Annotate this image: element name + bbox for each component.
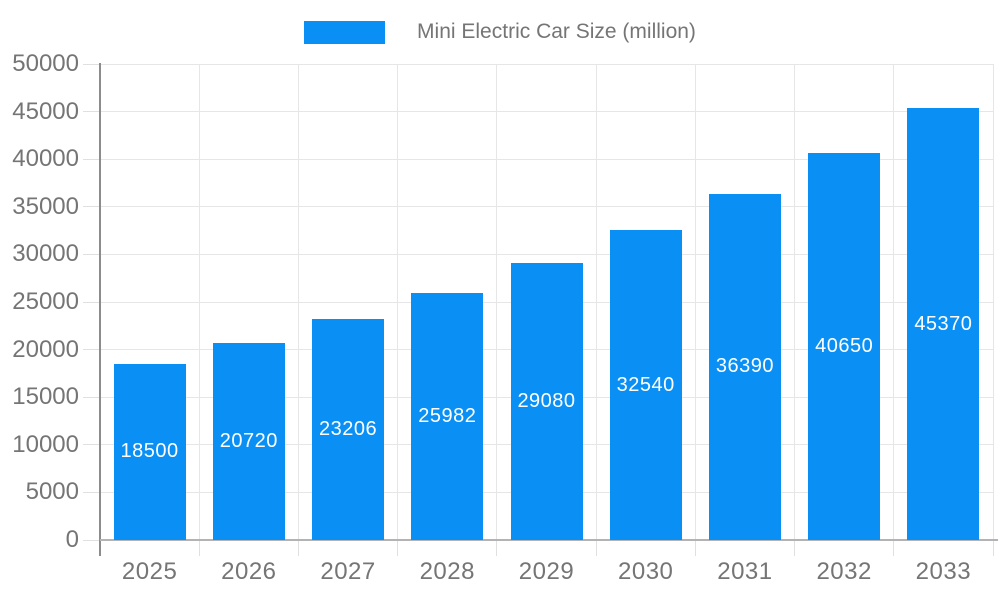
y-axis-tick-label: 0: [65, 526, 79, 553]
x-axis-tick: [496, 541, 498, 556]
y-axis-tick: [83, 253, 100, 255]
y-axis-tick-label: 45000: [12, 97, 79, 125]
bar-value-label: 23206: [318, 418, 378, 441]
x-axis-tick: [397, 541, 399, 556]
x-axis-tick-label: 2033: [915, 558, 972, 585]
bar-value-label: 29080: [517, 390, 576, 413]
x-axis-tick-label: 2031: [717, 558, 773, 585]
x-axis-tick: [893, 541, 895, 556]
bar-value-label: 20720: [219, 429, 278, 452]
y-axis-tick-label: 50000: [12, 50, 79, 77]
y-axis-tick-label: 35000: [12, 192, 79, 220]
gridline-vertical: [496, 64, 498, 540]
y-axis-tick-label: 25000: [12, 288, 79, 315]
gridline-vertical: [595, 64, 597, 540]
gridline-vertical: [198, 64, 200, 540]
y-axis-tick-label: 5000: [25, 478, 79, 506]
bar: 32540: [609, 230, 682, 540]
legend-label: Mini Electric Car Size (million): [417, 20, 696, 43]
y-axis-tick-label: 15000: [12, 383, 79, 411]
gridline-vertical: [794, 64, 796, 540]
gridline-horizontal: [100, 111, 993, 113]
bar: 25982: [411, 292, 484, 540]
x-axis-tick: [198, 541, 200, 556]
x-axis-tick-label: 2026: [221, 558, 277, 585]
gridline-horizontal: [100, 158, 993, 160]
bar-value-label: 25982: [418, 404, 477, 427]
gridline-vertical: [297, 64, 299, 540]
y-axis-tick: [83, 111, 100, 113]
bar: 18500: [113, 363, 186, 540]
y-axis-tick: [83, 301, 100, 303]
bar-value-label: 45370: [914, 312, 973, 335]
y-axis-tick: [83, 158, 100, 160]
y-axis-tick: [83, 206, 100, 208]
y-axis-tick-label: 10000: [12, 430, 79, 458]
gridline-vertical: [992, 64, 994, 540]
bar-value-label: 18500: [120, 440, 179, 463]
bar: 20720: [212, 342, 285, 540]
x-axis-tick: [297, 541, 299, 556]
x-axis-tick-label: 2025: [121, 558, 178, 585]
legend: Mini Electric Car Size (million): [0, 17, 1000, 47]
x-axis-tick: [694, 541, 696, 556]
x-axis-line: [100, 539, 998, 541]
x-axis-tick-label: 2029: [518, 558, 575, 585]
y-axis-tick: [83, 539, 100, 541]
x-axis-tick: [992, 541, 994, 556]
gridline-horizontal: [100, 253, 993, 255]
y-axis-tick-label: 40000: [12, 145, 79, 173]
gridline-vertical: [893, 64, 895, 540]
bar-value-label: 32540: [616, 373, 675, 396]
x-axis-tick-label: 2030: [618, 558, 674, 585]
y-axis-line: [99, 63, 101, 556]
bar-value-label: 40650: [815, 334, 874, 357]
x-axis-tick: [794, 541, 796, 556]
bar: 29080: [510, 263, 583, 540]
gridline-horizontal: [100, 206, 993, 208]
y-axis-tick: [83, 444, 100, 446]
y-axis-tick-label: 30000: [12, 240, 79, 268]
legend-swatch: [304, 20, 386, 44]
x-axis-tick-label: 2028: [419, 558, 475, 585]
x-axis-tick-label: 2027: [320, 558, 376, 585]
bar: 36390: [708, 193, 781, 540]
y-axis-tick: [83, 349, 100, 351]
bar: 45370: [907, 108, 980, 540]
bar-value-label: 36390: [715, 355, 774, 378]
x-axis-tick-label: 2032: [816, 558, 872, 585]
y-axis-tick-label: 20000: [12, 335, 79, 363]
gridline-vertical: [397, 64, 399, 540]
bar: 23206: [312, 319, 385, 540]
y-axis-tick: [83, 491, 100, 493]
bar: 40650: [808, 153, 881, 540]
x-axis-tick: [595, 541, 597, 556]
gridline-horizontal: [100, 63, 993, 65]
y-axis-tick: [83, 396, 100, 398]
y-axis-tick: [83, 63, 100, 65]
gridline-vertical: [694, 64, 696, 540]
